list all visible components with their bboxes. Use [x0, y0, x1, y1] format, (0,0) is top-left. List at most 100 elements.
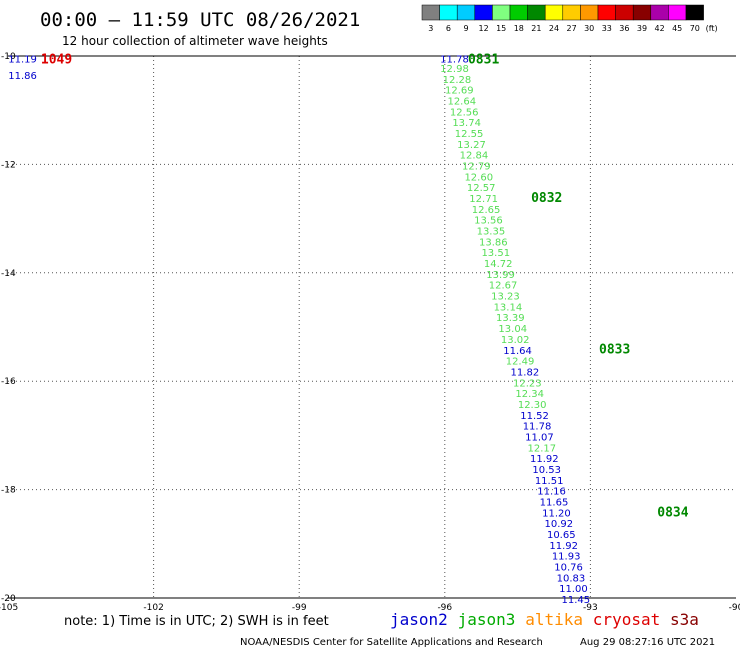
color-scale-swatch	[456, 4, 476, 21]
wave-height-point: 11.82	[511, 367, 540, 378]
time-markers: 1049 0831 0832 0833 0834	[41, 53, 689, 521]
wave-height-point: 10.65	[547, 530, 576, 541]
wave-height-point: 11.19	[8, 55, 37, 66]
x-tick-label: -99	[292, 603, 307, 613]
wave-height-point: 12.49	[506, 357, 535, 368]
wave-height-point: 10.53	[532, 465, 561, 476]
color-scale-label: 42	[655, 24, 665, 33]
color-scale-label: 36	[619, 24, 629, 33]
wave-height-point: 13.35	[477, 227, 506, 238]
wave-height-point: 11.52	[520, 411, 549, 422]
wave-height-point: 12.17	[528, 443, 557, 454]
x-tick-label: -105	[0, 603, 18, 613]
wave-height-point: 12.30	[518, 400, 547, 411]
y-tick-label: -18	[1, 486, 16, 496]
color-scale-swatch	[439, 4, 458, 21]
time-marker: 1049	[41, 53, 72, 68]
color-scale-label: 45	[672, 24, 682, 33]
color-scale-label: 39	[637, 24, 647, 33]
color-scale-swatch	[597, 4, 616, 21]
wave-height-point: 10.76	[554, 563, 583, 574]
wave-height-point: 12.71	[469, 194, 498, 205]
satellite-legend: jason2 jason3 altika cryosat s3a	[390, 610, 699, 629]
wave-height-point: 12.56	[450, 107, 479, 118]
y-tick-label: -16	[1, 377, 16, 387]
wave-height-point: 12.67	[489, 281, 518, 292]
data-points: 11.1911.8611.7812.9812.2812.6912.6412.56…	[8, 55, 590, 606]
x-tick-label: -90	[729, 603, 740, 613]
wave-height-point: 11.65	[540, 498, 569, 509]
plot-grid	[8, 56, 736, 598]
credit-source: NOAA/NESDIS Center for Satellite Applica…	[240, 637, 543, 648]
x-tick-label: -93	[583, 603, 598, 613]
time-marker: 0834	[657, 505, 688, 520]
color-scale-swatch	[615, 4, 634, 21]
wave-height-point: 12.23	[513, 378, 542, 389]
y-tick-label: -20	[1, 594, 16, 604]
color-scale-label: 24	[549, 24, 559, 33]
wave-height-point: 12.55	[455, 129, 484, 140]
wave-height-point: 12.69	[445, 86, 474, 97]
color-scale-label: 27	[567, 24, 577, 33]
color-scale-swatch	[544, 4, 564, 21]
legend-jason2: jason2	[390, 610, 448, 629]
wave-height-point: 12.65	[472, 205, 501, 216]
color-scale-swatch	[474, 4, 493, 21]
color-scale-swatch	[509, 4, 528, 21]
wave-height-point: 13.39	[496, 313, 525, 324]
wave-height-point: 11.00	[559, 584, 588, 595]
wave-height-point: 13.74	[452, 118, 481, 129]
color-scale-unit: (ft)	[706, 24, 718, 33]
color-scale-swatch	[421, 4, 440, 21]
color-scale-label: 21	[531, 24, 541, 33]
wave-height-point: 12.64	[447, 96, 476, 107]
color-scale-label: 9	[463, 24, 468, 33]
color-scale-swatch	[632, 4, 652, 21]
color-scale-swatch	[562, 4, 581, 21]
color-scale-label: 3	[428, 24, 433, 33]
wave-height-point: 12.57	[467, 183, 496, 194]
wave-height-point: 11.92	[549, 541, 578, 552]
wave-height-point: 14.72	[484, 259, 513, 270]
legend-cryosat: cryosat	[593, 610, 660, 629]
note-text: note: 1) Time is in UTC; 2) SWH is in fe…	[64, 614, 329, 629]
color-scale-swatch	[580, 4, 599, 21]
color-scale-swatch	[527, 4, 546, 21]
wave-height-point: 11.78	[440, 55, 469, 66]
wave-height-point: 12.84	[460, 151, 489, 162]
wave-height-point: 10.83	[557, 573, 586, 584]
wave-height-point: 13.04	[498, 324, 527, 335]
color-scale-swatch	[668, 4, 687, 21]
color-scale-label: 70	[690, 24, 700, 33]
legend-s3a: s3a	[670, 610, 699, 629]
wave-height-point: 13.27	[457, 140, 486, 151]
y-tick-label: -10	[1, 52, 16, 62]
wave-height-point: 13.51	[481, 248, 510, 259]
wave-height-point: 13.99	[486, 270, 515, 281]
color-scale-swatch	[650, 4, 669, 21]
wave-height-point: 13.23	[491, 292, 520, 303]
time-marker: 0831	[468, 53, 499, 68]
color-scale-label: 6	[446, 24, 451, 33]
x-tick-label: -102	[143, 603, 163, 613]
wave-height-point: 11.86	[8, 71, 37, 82]
legend-jason3: jason3	[458, 610, 516, 629]
wave-height-point: 12.28	[443, 75, 472, 86]
chart-title: 00:00 – 11:59 UTC 08/26/2021	[40, 9, 360, 31]
color-scale-swatch	[492, 4, 511, 21]
color-scale-label: 30	[584, 24, 594, 33]
wave-height-point: 13.86	[479, 237, 508, 248]
wave-height-point: 11.20	[542, 508, 571, 519]
wave-height-point: 11.16	[537, 487, 566, 498]
color-scale-swatch	[685, 4, 704, 21]
y-tick-label: -14	[1, 269, 16, 279]
wave-height-point: 11.51	[535, 476, 564, 487]
y-tick-label: -12	[1, 160, 16, 170]
wave-height-point: 11.45	[562, 595, 591, 606]
x-tick-label: -96	[437, 603, 452, 613]
color-scale-label: 15	[496, 24, 506, 33]
wave-height-point: 13.56	[474, 216, 503, 227]
credit-timestamp: Aug 29 08:27:16 UTC 2021	[580, 637, 715, 648]
wave-height-point: 10.92	[545, 519, 574, 530]
